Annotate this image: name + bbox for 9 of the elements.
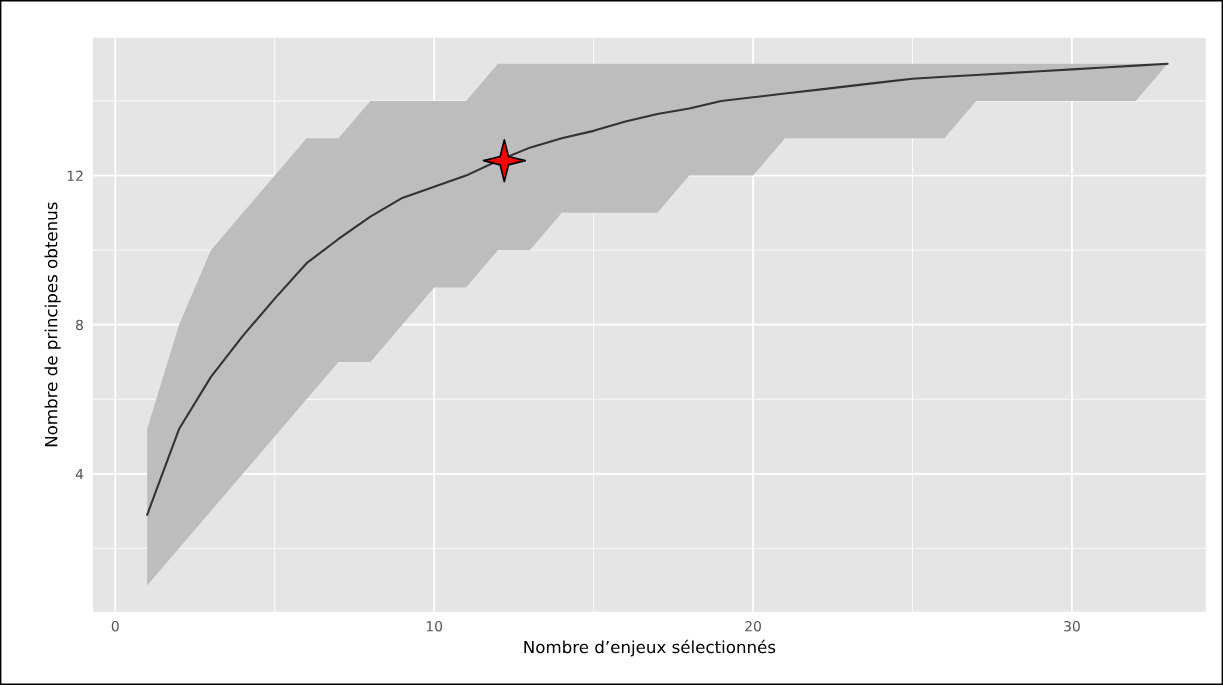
y-tick-label: 12 (67, 170, 83, 181)
x-tick-label: 20 (745, 620, 761, 632)
y-axis-title: Nombre de principes obtenus (44, 202, 61, 447)
y-tick-label: 4 (75, 468, 84, 480)
x-tick-label: 0 (111, 620, 119, 632)
x-axis-title: Nombre d’enjeux sélectionnés (524, 639, 776, 657)
y-tick-label: 8 (76, 319, 83, 331)
x-tick-label: 10 (426, 620, 443, 632)
x-tick-label: 30 (1064, 620, 1080, 632)
